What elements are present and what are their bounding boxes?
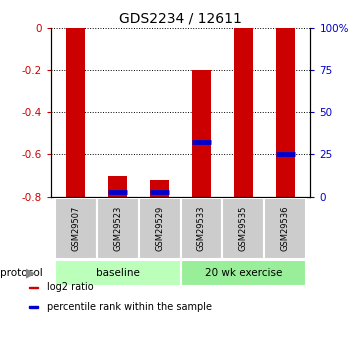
Bar <box>264 198 306 259</box>
Bar <box>192 70 211 197</box>
Bar <box>66 28 85 197</box>
Text: GSM29535: GSM29535 <box>239 206 248 251</box>
Bar <box>55 198 97 259</box>
Bar <box>29 306 38 308</box>
Bar <box>180 260 306 286</box>
Text: log2 ratio: log2 ratio <box>47 283 93 292</box>
Text: GSM29533: GSM29533 <box>197 206 206 251</box>
Text: GSM29507: GSM29507 <box>71 206 80 251</box>
Bar <box>234 28 253 197</box>
Bar <box>150 180 169 197</box>
Bar <box>29 287 38 288</box>
Bar <box>276 28 295 197</box>
Bar <box>139 198 180 259</box>
Bar <box>180 198 222 259</box>
Text: GSM29523: GSM29523 <box>113 206 122 251</box>
Text: GSM29536: GSM29536 <box>281 206 290 251</box>
Text: protocol: protocol <box>0 268 43 278</box>
Text: GSM29529: GSM29529 <box>155 206 164 251</box>
Bar <box>108 176 127 197</box>
Title: GDS2234 / 12611: GDS2234 / 12611 <box>119 11 242 25</box>
Bar <box>55 260 180 286</box>
Bar <box>222 198 264 259</box>
Text: 20 wk exercise: 20 wk exercise <box>205 268 282 278</box>
Text: ▶: ▶ <box>26 266 35 279</box>
Bar <box>97 198 139 259</box>
Text: baseline: baseline <box>96 268 140 278</box>
Text: percentile rank within the sample: percentile rank within the sample <box>47 302 212 312</box>
